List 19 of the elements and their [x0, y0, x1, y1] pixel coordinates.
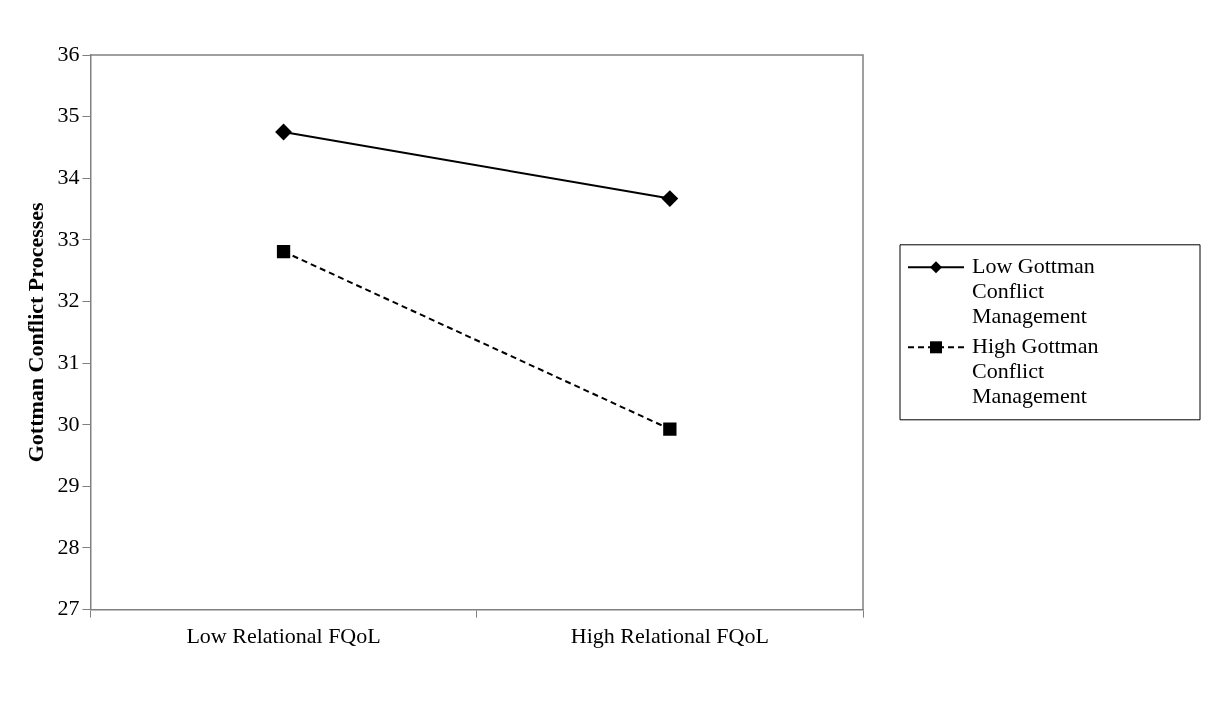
- point: [275, 124, 292, 141]
- y-tick-label: 33: [57, 225, 80, 251]
- y-tick-label: 30: [57, 410, 80, 436]
- point: [661, 190, 678, 207]
- y-tick-label: 34: [57, 164, 80, 190]
- y-axis-title: Gottman Conflict Processes: [22, 201, 48, 463]
- point: [663, 422, 677, 436]
- x-tick-label: Low Relational FQoL: [186, 622, 381, 648]
- y-tick-label: 32: [57, 287, 80, 313]
- point: [276, 244, 291, 259]
- y-tick-label: 31: [57, 348, 80, 374]
- y-tick-label: 35: [57, 102, 80, 128]
- x-tick-label: High Relational FQoL: [570, 622, 769, 648]
- legend-label: Low Gottman Conflict Management: [972, 253, 1095, 329]
- y-tick-label: 29: [57, 472, 80, 498]
- y-tick-label: 28: [57, 533, 80, 559]
- legend-label: High Gottman Conflict Management: [972, 333, 1099, 409]
- y-tick-label: 36: [57, 40, 80, 66]
- y-tick-label: 27: [57, 595, 80, 621]
